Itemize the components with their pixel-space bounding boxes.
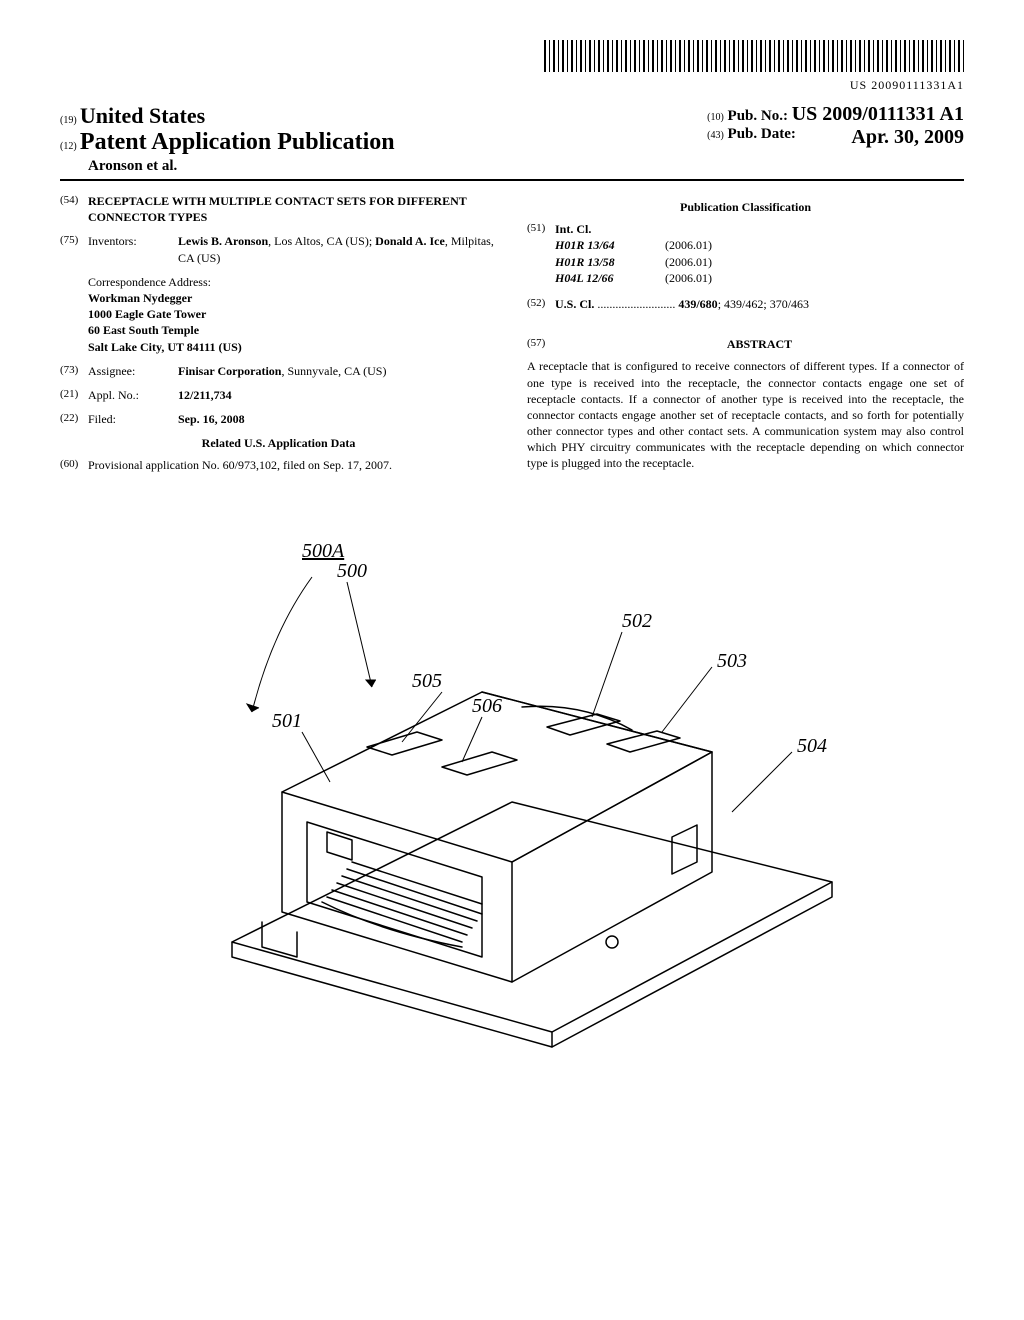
f75-num: (75) [60,233,88,265]
intcl-row: H01R 13/58(2006.01) [555,254,964,270]
header-row: (19) United States (12) Patent Applicati… [60,103,964,175]
ref-506: 506 [472,695,502,717]
code-19: (19) [60,115,77,126]
pubno-label: Pub. No.: [728,108,788,124]
field-73: (73) Assignee: Finisar Corporation, Sunn… [60,363,497,379]
f54-title: RECEPTACLE WITH MULTIPLE CONTACT SETS FO… [88,193,497,225]
f73-value: Finisar Corporation, Sunnyvale, CA (US) [178,363,497,379]
f22-num: (22) [60,411,88,427]
inventor-2: Donald A. Ice [375,234,445,248]
field-54: (54) RECEPTACLE WITH MULTIPLE CONTACT SE… [60,193,497,225]
corr-line3: 60 East South Temple [88,322,497,338]
f75-value: Lewis B. Aronson, Los Altos, CA (US); Do… [178,233,497,265]
intcl-code: H01R 13/64 [555,237,665,253]
inventor-1-loc: , Los Altos, CA (US); [268,234,375,248]
biblio-columns: (54) RECEPTACLE WITH MULTIPLE CONTACT SE… [60,193,964,482]
header-left: (19) United States (12) Patent Applicati… [60,103,395,175]
f51-num: (51) [527,221,555,286]
ref-503: 503 [717,650,747,672]
f52-num: (52) [527,296,555,312]
related-heading: Related U.S. Application Data [60,435,497,451]
left-column: (54) RECEPTACLE WITH MULTIPLE CONTACT SE… [60,193,497,482]
abstract-heading: ABSTRACT [555,336,964,352]
corr-line2: 1000 Eagle Gate Tower [88,306,497,322]
inventor-1: Lewis B. Aronson [178,234,268,248]
field-75: (75) Inventors: Lewis B. Aronson, Los Al… [60,233,497,265]
f52-dots: .......................... [594,297,678,311]
intcl-year: (2006.01) [665,270,712,286]
f73-label: Assignee: [88,363,178,379]
abstract-text: A receptacle that is configured to recei… [527,358,964,471]
f54-num: (54) [60,193,88,225]
f52-rest: ; 439/462; 370/463 [718,297,809,311]
pub-type: Patent Application Publication [80,129,395,155]
rule [60,179,964,181]
f52-label: U.S. Cl. [555,297,594,311]
f21-value: 12/211,734 [178,387,497,403]
f75-label: Inventors: [88,233,178,265]
ref-504: 504 [797,735,827,757]
ref-502: 502 [622,610,652,632]
assignee: Finisar Corporation [178,364,281,378]
f57-num: (57) [527,336,555,352]
intcl-table: H01R 13/64(2006.01) H01R 13/58(2006.01) … [555,237,964,286]
f60-num: (60) [60,457,88,473]
field-22: (22) Filed: Sep. 16, 2008 [60,411,497,427]
authors: Aronson et al. [88,158,395,175]
f60-value: Provisional application No. 60/973,102, … [88,457,497,473]
intcl-code: H04L 12/66 [555,270,665,286]
f21-num: (21) [60,387,88,403]
f73-num: (73) [60,363,88,379]
field-21: (21) Appl. No.: 12/211,734 [60,387,497,403]
field-60: (60) Provisional application No. 60/973,… [60,457,497,473]
ref-505: 505 [412,670,442,692]
pubdate: Apr. 30, 2009 [851,126,964,149]
correspondence: Correspondence Address: Workman Nydegger… [88,274,497,355]
f52-bold: 439/680 [678,297,717,311]
barcode-text: US 20090111331A1 [60,78,964,93]
patent-figure: 500A 500 501 505 506 502 503 504 [60,502,964,1066]
intcl-year: (2006.01) [665,254,712,270]
assignee-loc: , Sunnyvale, CA (US) [281,364,386,378]
intcl-row: H04L 12/66(2006.01) [555,270,964,286]
right-column: Publication Classification (51) Int. Cl.… [527,193,964,482]
code-43: (43) [707,130,724,141]
f52-line: U.S. Cl. .......................... 439/… [555,296,964,312]
intcl-year: (2006.01) [665,237,712,253]
code-12: (12) [60,141,77,152]
field-52: (52) U.S. Cl. ..........................… [527,296,964,312]
ref-500A: 500A [302,540,345,562]
code-10: (10) [707,112,724,123]
intcl-row: H01R 13/64(2006.01) [555,237,964,253]
pubno: US 2009/0111331 A1 [792,103,964,125]
ref-500: 500 [337,560,367,582]
pub-class-heading: Publication Classification [527,199,964,215]
f22-value: Sep. 16, 2008 [178,411,497,427]
corr-line4: Salt Lake City, UT 84111 (US) [88,339,497,355]
corr-line1: Workman Nydegger [88,290,497,306]
pubdate-label: Pub. Date: [728,126,796,142]
intcl-code: H01R 13/58 [555,254,665,270]
barcode-block: US 20090111331A1 [60,40,964,93]
f21-label: Appl. No.: [88,387,178,403]
f22-label: Filed: [88,411,178,427]
corr-label: Correspondence Address: [88,274,497,290]
f51-label: Int. Cl. [555,221,964,237]
country: United States [80,103,205,128]
field-51: (51) Int. Cl. H01R 13/64(2006.01) H01R 1… [527,221,964,286]
ref-501: 501 [272,710,302,732]
header-right: (10) Pub. No.: US 2009/0111331 A1 (43) P… [707,103,964,149]
connector-drawing: 500A 500 501 505 506 502 503 504 [152,502,872,1062]
barcode [544,40,964,72]
